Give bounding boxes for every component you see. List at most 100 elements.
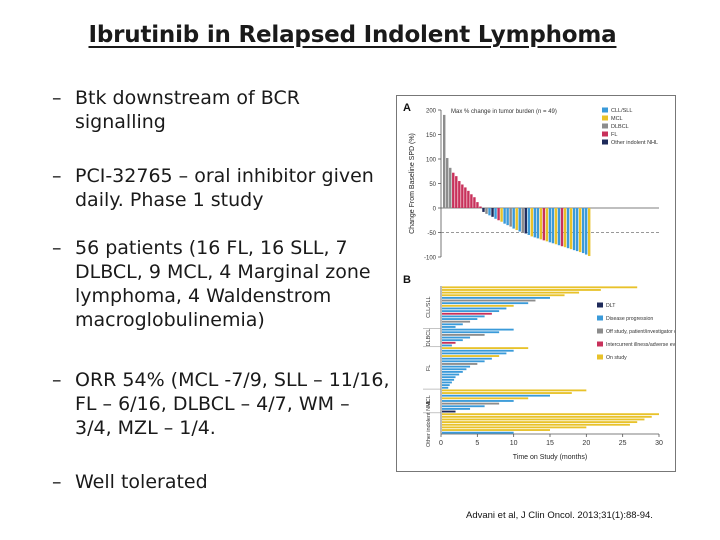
waterfall-bar	[587, 208, 591, 257]
legend-swatch	[602, 131, 608, 137]
waterfall-bar	[539, 208, 543, 240]
waterfall-bar	[548, 208, 552, 243]
waterfall-bar	[485, 208, 488, 214]
bullet-dash: –	[52, 87, 62, 109]
y-tick-label: -50	[427, 231, 436, 237]
legend-label: FL	[611, 132, 617, 138]
legend-swatch	[602, 139, 608, 145]
waterfall-bar	[443, 114, 446, 208]
legend-swatch	[597, 341, 603, 347]
x-tick-label: 25	[619, 440, 627, 447]
legend-swatch	[602, 115, 608, 121]
waterfall-bar	[446, 158, 449, 208]
slide-title: Ibrutinib in Relapsed Indolent Lymphoma	[88, 22, 617, 48]
bullet-dash: –	[52, 165, 62, 187]
figure-panel: A -100 -50 0 50 100 150 200 Change From Baseline…	[396, 95, 676, 472]
waterfall-bar	[506, 208, 509, 226]
bullet-text: Btk downstream of BCR signalling	[75, 87, 300, 133]
waterfall-bar	[536, 208, 540, 239]
swimmer-bar	[442, 355, 500, 357]
waterfall-bar	[452, 172, 455, 208]
group-label: DLBCL	[426, 329, 432, 347]
waterfall-bar	[488, 208, 491, 216]
swimmer-bar	[442, 368, 467, 371]
swimmer-bar	[442, 357, 492, 360]
y-tick-label: 50	[429, 182, 436, 188]
swimmer-bar	[442, 304, 514, 307]
waterfall-bar	[560, 208, 564, 247]
waterfall-bar	[527, 208, 530, 235]
legend-label: Intercurrent illness/adverse event	[606, 342, 675, 348]
legend-swatch	[597, 354, 603, 360]
waterfall-bar	[482, 208, 485, 212]
waterfall-bar	[581, 208, 585, 254]
x-tick-label: 5	[475, 440, 479, 447]
bullet-dash: –	[52, 471, 62, 493]
swimmer-bar	[442, 384, 450, 387]
group-label: FL	[426, 365, 432, 371]
waterfall-bar	[524, 208, 527, 234]
x-tick-label: 20	[582, 440, 590, 447]
swimmer-bar	[442, 341, 456, 344]
bullet-item: – PCI-32765 – oral inhibitor given daily…	[52, 164, 392, 212]
waterfall-bar	[497, 208, 500, 221]
waterfall-bar	[455, 176, 458, 208]
swimmer-bar	[442, 407, 471, 410]
legend-label: MCL	[611, 116, 623, 122]
group-label: CLL/SLL	[426, 296, 432, 317]
swimmer-bar	[442, 431, 514, 434]
swimmer-bar	[442, 418, 645, 421]
waterfall-bar	[521, 208, 524, 233]
swimmer-bar	[442, 410, 456, 413]
swimmer-bar	[442, 415, 652, 418]
bullet-item: – ORR 54% (MCL -7/9, SLL – 11/16, FL – 6…	[52, 368, 392, 440]
waterfall-bar	[569, 208, 573, 250]
swimmer-bar	[442, 331, 500, 334]
legend-label: Off study, patient/investigator decision	[606, 329, 675, 335]
swimmer-bar	[442, 381, 452, 384]
swimmer-bar	[442, 389, 587, 392]
x-axis-label: Time on Study (months)	[513, 454, 587, 461]
bullet-item: – 56 patients (16 FL, 16 SLL, 7 DLBCL, 9…	[52, 236, 392, 332]
waterfall-bar	[530, 208, 534, 237]
legend-swatch	[597, 302, 603, 308]
waterfall-bar	[512, 208, 515, 229]
legend-label: Disease progression	[606, 316, 653, 322]
bullet-text: PCI-32765 – oral inhibitor given daily. …	[75, 165, 374, 211]
swimmer-bar	[442, 320, 471, 323]
waterfall-bar	[542, 208, 546, 241]
waterfall-bar	[563, 208, 567, 248]
bullet-text: ORR 54% (MCL -7/9, SLL – 11/16, FL – 6/1…	[75, 369, 390, 439]
swimmer-bar	[442, 413, 659, 416]
bullet-item: – Btk downstream of BCR signalling	[52, 86, 392, 134]
swimmer-bar	[442, 323, 463, 326]
legend-label: Other indolent NHL	[611, 140, 658, 146]
waterfall-bar	[518, 208, 521, 232]
legend-swatch	[602, 123, 608, 129]
bullet-dash: –	[52, 369, 62, 391]
swimmer-bar	[442, 302, 529, 305]
swimmer-bar	[442, 394, 550, 397]
swimmer-bar	[442, 318, 478, 320]
swimmer-bar	[442, 363, 478, 365]
swimmer-bar	[442, 423, 630, 426]
waterfall-bar	[464, 187, 467, 208]
group-label: Other indolent NHL	[426, 400, 432, 447]
bullet-item: – Well tolerated	[52, 470, 392, 494]
x-tick-label: 0	[439, 440, 443, 447]
y-axis-label: Change From Baseline SPD (%)	[409, 133, 416, 234]
swimmer-bar	[442, 421, 638, 424]
swimmer-bar	[442, 378, 455, 381]
swimmer-bar	[442, 429, 550, 431]
swimmer-bar	[442, 312, 492, 315]
x-tick-label: 30	[655, 440, 663, 447]
waterfall-bar	[470, 194, 473, 208]
waterfall-bar	[494, 208, 497, 219]
waterfall-bar	[500, 208, 503, 222]
panel-b-label: B	[403, 274, 411, 286]
y-tick-label: -100	[424, 256, 437, 262]
swimmer-bar	[442, 405, 485, 408]
bullet-text: 56 patients (16 FL, 16 SLL, 7 DLBCL, 9 M…	[75, 237, 371, 331]
swimmer-bar	[442, 386, 449, 389]
